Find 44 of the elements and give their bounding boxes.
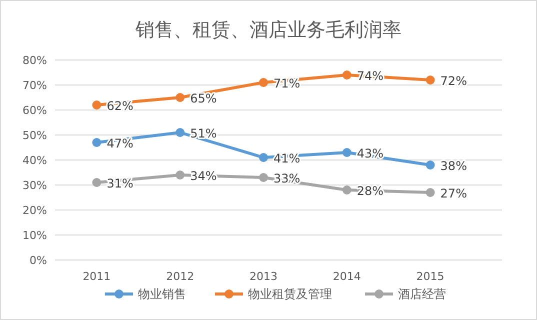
point xyxy=(342,186,352,194)
chart-title: 销售、租赁、酒店业务毛利润率 xyxy=(134,19,402,41)
legend-label: 酒店经营 xyxy=(398,287,446,301)
data-label: 72% xyxy=(440,74,467,88)
y-tick-label: 80% xyxy=(22,54,47,67)
point xyxy=(426,76,435,84)
data-label: 28% xyxy=(356,184,384,198)
point xyxy=(92,100,102,110)
point xyxy=(259,153,268,162)
y-tick-label: 20% xyxy=(22,204,47,217)
point xyxy=(342,148,352,157)
data-label: 33% xyxy=(274,172,300,186)
y-tick-label: 50% xyxy=(22,129,47,142)
point xyxy=(259,173,268,182)
y-tick-label: 0% xyxy=(30,254,47,267)
legend-label: 物业租赁及管理 xyxy=(248,287,332,301)
data-label: 34% xyxy=(190,169,217,183)
y-tick-label: 10% xyxy=(22,229,47,242)
x-tick-label: 2012 xyxy=(166,270,194,283)
x-tick-label: 2011 xyxy=(82,270,111,283)
point xyxy=(259,78,268,87)
point xyxy=(426,188,435,197)
data-label: 47% xyxy=(106,136,134,150)
point xyxy=(426,160,435,170)
y-tick-label: 40% xyxy=(22,154,47,167)
data-label: 65% xyxy=(190,92,217,106)
data-label: 51% xyxy=(190,126,217,140)
x-tick-label: 2015 xyxy=(416,270,444,283)
data-label: 27% xyxy=(440,186,467,200)
y-tick-label: 70% xyxy=(22,79,47,92)
y-tick-label: 60% xyxy=(22,104,47,117)
y-tick-label: 30% xyxy=(22,179,47,192)
point xyxy=(176,128,185,137)
point xyxy=(342,70,352,80)
x-tick-label: 2013 xyxy=(250,270,278,283)
point xyxy=(176,93,185,102)
data-label: 38% xyxy=(440,159,467,173)
point xyxy=(92,178,102,187)
legend-label: 物业销售 xyxy=(138,287,186,301)
data-label: 74% xyxy=(356,69,384,83)
point xyxy=(92,138,102,147)
point xyxy=(176,170,185,180)
data-label: 31% xyxy=(106,176,134,190)
x-tick-label: 2014 xyxy=(332,270,361,283)
